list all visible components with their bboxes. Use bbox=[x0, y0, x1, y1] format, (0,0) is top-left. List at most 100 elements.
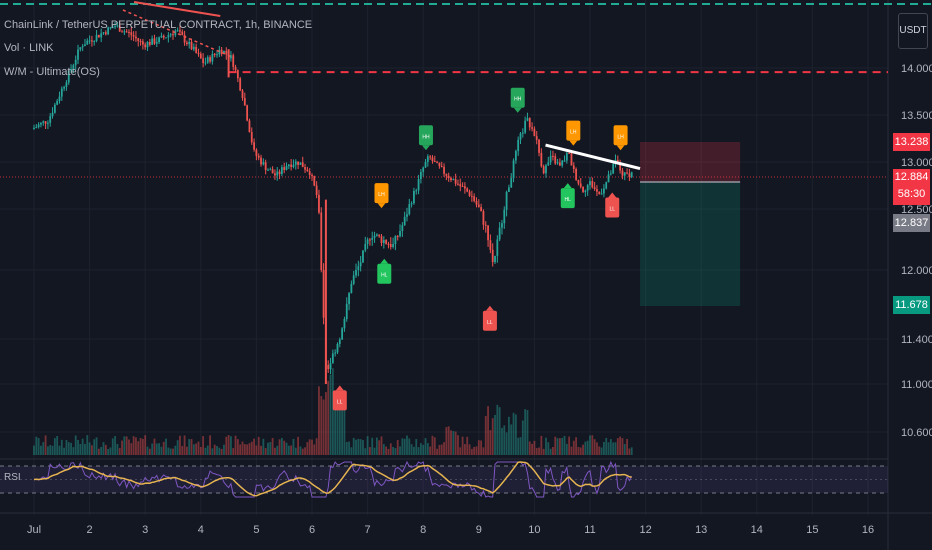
price-badge-current-value: 12.884 bbox=[894, 171, 929, 183]
signal-label-7: LH bbox=[570, 130, 577, 136]
volume-bar-57 bbox=[165, 438, 167, 455]
signal-box-3 bbox=[418, 125, 433, 146]
candle-body-64 bbox=[181, 31, 184, 35]
volume-bar-42 bbox=[130, 443, 133, 455]
rsi-line bbox=[33, 460, 633, 498]
candle-body-66 bbox=[186, 42, 188, 45]
volume-bar-136 bbox=[348, 441, 350, 455]
candle-body-73 bbox=[202, 58, 205, 64]
volume-bar-158 bbox=[399, 446, 401, 455]
candle-body-56 bbox=[162, 35, 165, 38]
volume-bar-178 bbox=[445, 427, 448, 455]
candle-body-186 bbox=[464, 186, 466, 189]
candle-body-94 bbox=[250, 132, 253, 143]
candle-body-42 bbox=[130, 32, 133, 36]
candle-body-72 bbox=[199, 53, 202, 59]
volume-bar-143 bbox=[364, 448, 367, 455]
x-tick-label-10: 11 bbox=[584, 524, 595, 536]
volume-bar-208 bbox=[514, 414, 517, 455]
candle-body-225 bbox=[554, 156, 557, 164]
candle-body-147 bbox=[373, 235, 376, 238]
volume-bar-91 bbox=[243, 444, 246, 455]
candle-body-45 bbox=[137, 38, 140, 42]
volume-bar-220 bbox=[542, 448, 545, 455]
volume-bar-141 bbox=[359, 439, 362, 455]
currency-button[interactable]: USDT bbox=[898, 13, 928, 49]
candle-body-95 bbox=[253, 142, 255, 150]
volume-bar-93 bbox=[248, 443, 251, 455]
y-tick-label-1: 13.500 bbox=[901, 110, 932, 122]
x-tick-label-14: 15 bbox=[806, 524, 818, 536]
legend-volume[interactable]: Vol · LINK bbox=[4, 42, 54, 54]
volume-bar-147 bbox=[373, 447, 376, 455]
volume-bar-221 bbox=[545, 437, 547, 455]
volume-bar-239 bbox=[586, 440, 589, 455]
candle-body-253 bbox=[619, 164, 622, 171]
volume-bar-25 bbox=[91, 445, 93, 455]
volume-bar-154 bbox=[389, 443, 392, 455]
candle-body-93 bbox=[248, 120, 251, 133]
volume-bar-167 bbox=[419, 443, 422, 455]
candle-body-210 bbox=[519, 133, 522, 140]
volume-bar-160 bbox=[403, 438, 406, 455]
early-trend-solid bbox=[133, 1, 221, 17]
volume-bar-196 bbox=[487, 406, 489, 455]
candle-body-222 bbox=[547, 162, 550, 166]
candle-body-235 bbox=[577, 179, 580, 184]
candle-body-238 bbox=[584, 190, 587, 192]
volume-bar-183 bbox=[457, 435, 459, 455]
candle-body-216 bbox=[533, 128, 536, 137]
candle-body-101 bbox=[267, 169, 269, 171]
candle-body-155 bbox=[392, 244, 394, 247]
volume-bar-51 bbox=[151, 443, 154, 455]
volume-bar-24 bbox=[88, 442, 91, 455]
volume-bar-65 bbox=[183, 435, 186, 455]
volume-bar-231 bbox=[568, 436, 571, 455]
signal-arrow-0 bbox=[335, 385, 344, 391]
volume-bar-240 bbox=[589, 435, 591, 455]
volume-bar-2 bbox=[37, 438, 40, 455]
legend-symbol[interactable]: ChainLink / TetherUS PERPETUAL CONTRACT,… bbox=[4, 19, 313, 31]
volume-bar-228 bbox=[561, 437, 564, 455]
volume-bar-252 bbox=[616, 438, 619, 455]
candle-body-83 bbox=[225, 51, 228, 55]
volume-bar-134 bbox=[343, 389, 346, 455]
volume-bar-105 bbox=[276, 445, 279, 455]
volume-bar-131 bbox=[336, 402, 339, 455]
volume-bar-27 bbox=[95, 437, 98, 455]
candle-body-123 bbox=[318, 194, 320, 213]
volume-bar-135 bbox=[345, 441, 348, 455]
volume-bar-151 bbox=[382, 444, 385, 455]
candle-body-254 bbox=[621, 170, 624, 176]
volume-bar-54 bbox=[158, 443, 160, 455]
candle-body-8 bbox=[51, 112, 54, 117]
volume-bar-55 bbox=[160, 446, 163, 455]
volume-bar-73 bbox=[202, 436, 205, 455]
volume-bar-4 bbox=[42, 442, 45, 455]
volume-bar-59 bbox=[169, 448, 172, 455]
candle-body-165 bbox=[415, 190, 418, 192]
candle-body-16 bbox=[70, 68, 72, 71]
candle-body-131 bbox=[336, 344, 339, 353]
candle-body-30 bbox=[102, 32, 105, 34]
volume-bar-229 bbox=[563, 435, 566, 455]
volume-bar-197 bbox=[489, 430, 492, 455]
volume-bar-64 bbox=[181, 446, 184, 455]
legend-indicator[interactable]: W/M - Ultimate(OS) bbox=[4, 66, 100, 78]
volume-bar-48 bbox=[144, 435, 147, 455]
volume-bar-200 bbox=[496, 404, 499, 455]
candle-body-118 bbox=[306, 169, 309, 172]
volume-bar-223 bbox=[549, 448, 552, 455]
volume-bar-184 bbox=[459, 447, 462, 455]
candle-body-125 bbox=[322, 269, 325, 318]
position-target-zone bbox=[640, 182, 741, 306]
volume-bar-233 bbox=[572, 440, 575, 455]
volume-bar-53 bbox=[155, 443, 158, 455]
candle-body-122 bbox=[315, 185, 318, 195]
volume-bar-253 bbox=[619, 436, 622, 455]
candle-body-31 bbox=[104, 32, 107, 35]
candle-body-144 bbox=[366, 239, 369, 244]
price-badge-upper: 13.238 bbox=[893, 133, 930, 151]
candle-body-58 bbox=[167, 35, 170, 38]
